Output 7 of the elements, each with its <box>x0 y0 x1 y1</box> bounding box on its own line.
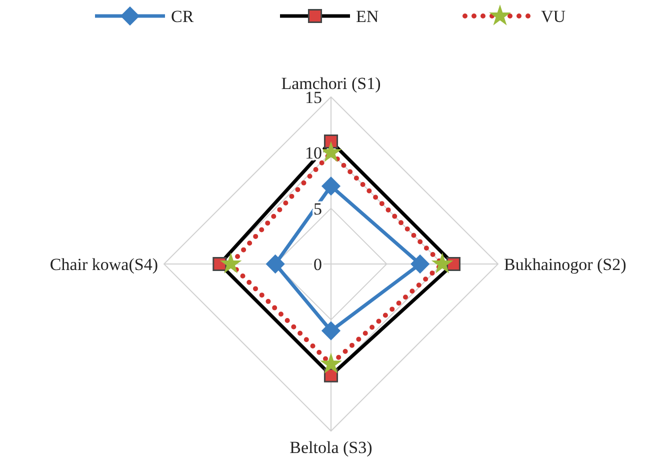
legend-label: VU <box>541 7 566 26</box>
legend-label: CR <box>171 7 194 26</box>
legend-label: EN <box>356 7 379 26</box>
spoke-label: Chair kowa(S4) <box>50 255 158 274</box>
spoke-label: Beltola (S3) <box>290 438 372 457</box>
y-tick-label: 0 <box>314 255 322 274</box>
spoke-label: Bukhainogor (S2) <box>504 255 626 274</box>
